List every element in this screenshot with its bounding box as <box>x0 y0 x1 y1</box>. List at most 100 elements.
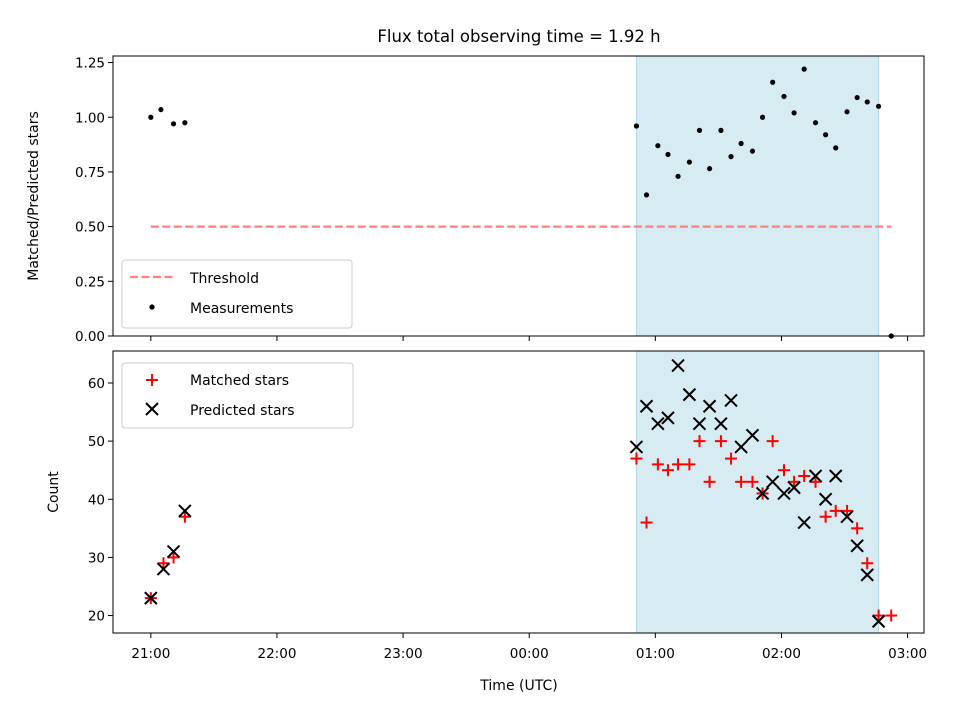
measurement-point <box>718 127 724 133</box>
count-x-ticks: 21:00 22:00 23:00 00:00 01:00 02:00 03:00 <box>131 633 927 662</box>
predicted-star-point <box>829 469 843 483</box>
measurement-point <box>170 121 177 127</box>
observing-window-shade-top <box>636 56 879 336</box>
y-tick-label: 40 <box>88 492 105 508</box>
x-tick-label: 00:00 <box>510 646 549 662</box>
matched-star-point <box>766 435 779 448</box>
predicted-star-point <box>787 480 801 495</box>
x-tick-label: 03:00 <box>888 646 927 662</box>
x-tick-label: 02:00 <box>762 646 801 662</box>
matched-star-point <box>872 609 885 622</box>
predicted-star-point <box>629 440 644 454</box>
y-tick-label: 0.00 <box>75 329 105 345</box>
observing-window-edge-left-top <box>635 56 637 336</box>
predicted-star-point <box>818 492 833 506</box>
measurement-point <box>696 127 703 133</box>
matched-star-point <box>851 522 864 535</box>
count-y-axis-label: Count <box>46 471 62 513</box>
legend-predicted-swatch <box>145 402 159 416</box>
measurement-point <box>633 123 640 129</box>
ratio-y-axis-label: Matched/Predicted stars <box>26 111 42 281</box>
y-tick-label: 30 <box>88 550 105 566</box>
predicted-star-point <box>692 416 707 431</box>
measurement-point <box>148 114 154 120</box>
chart-title: Flux total observing time = 1.92 h <box>377 27 660 46</box>
measurement-point <box>854 94 860 101</box>
predicted-star-point <box>144 591 158 605</box>
measurement-point <box>706 166 713 172</box>
count-y-ticks: 20 30 40 50 60 <box>88 376 113 625</box>
measurement-point <box>875 103 882 109</box>
measurement-point <box>158 106 164 113</box>
legend-threshold-label: Threshold <box>189 271 259 287</box>
ratio-panel: 0.00 0.25 0.50 0.75 1.00 1.25 Matched/Predict… <box>26 55 925 345</box>
ratio-y-ticks: 0.00 0.25 0.50 0.75 1.00 1.25 <box>75 56 113 345</box>
x-tick-label: 01:00 <box>636 646 675 662</box>
predicted-star-point <box>777 486 791 501</box>
matched-star-points <box>144 435 898 622</box>
predicted-star-point <box>671 358 685 373</box>
x-tick-label: 23:00 <box>384 646 423 662</box>
observing-window-edge-right-top <box>878 56 880 336</box>
measurement-point <box>738 140 744 147</box>
x-axis-label: Time (UTC) <box>479 678 557 694</box>
measurement-point <box>655 143 661 149</box>
matched-star-point <box>661 464 674 477</box>
x-tick-label: 21:00 <box>131 646 170 662</box>
predicted-star-point <box>166 544 181 559</box>
measurement-point <box>749 148 756 154</box>
predicted-star-point <box>682 387 697 402</box>
predicted-star-point <box>702 399 717 413</box>
y-tick-label: 0.75 <box>75 165 105 181</box>
measurement-point <box>675 173 681 179</box>
matched-star-point <box>167 551 180 564</box>
measurement-points <box>148 66 894 339</box>
predicted-star-point <box>808 469 823 483</box>
ratio-legend: Threshold Measurements <box>121 259 353 329</box>
observing-window-edge-left-bottom <box>635 351 637 633</box>
ratio-axes-frame <box>112 55 925 337</box>
measurement-point <box>801 66 807 72</box>
observing-window-shade-bottom <box>636 351 879 633</box>
y-tick-label: 0.50 <box>75 220 105 236</box>
matched-star-point <box>714 435 727 448</box>
measurement-point <box>182 120 188 126</box>
matched-star-point <box>725 452 738 465</box>
matched-star-point <box>178 510 191 523</box>
measurement-point <box>812 120 819 126</box>
y-tick-label: 50 <box>88 434 105 450</box>
count-legend-box <box>121 362 354 429</box>
y-tick-label: 1.25 <box>75 56 105 72</box>
matched-star-point <box>630 452 643 465</box>
predicted-star-point <box>765 475 780 489</box>
legend-measurements-label: Measurements <box>190 301 293 317</box>
legend-matched-label: Matched stars <box>190 373 289 389</box>
matched-star-point <box>885 609 898 622</box>
legend-predicted-label: Predicted stars <box>190 403 295 419</box>
predicted-star-points <box>144 358 886 629</box>
ratio-legend-box <box>121 259 353 329</box>
matched-star-point <box>798 470 811 483</box>
predicted-star-point <box>840 510 854 524</box>
measurement-point <box>781 93 787 100</box>
matched-star-point <box>651 458 664 471</box>
matched-star-point <box>746 475 759 488</box>
count-legend: Matched stars Predicted stars <box>121 362 354 429</box>
matched-star-point <box>788 475 801 488</box>
predicted-star-point <box>850 539 864 553</box>
predicted-star-point <box>724 393 738 408</box>
predicted-star-point <box>661 411 675 425</box>
matched-star-point <box>809 475 822 488</box>
y-tick-label: 20 <box>88 609 105 625</box>
predicted-star-point <box>178 504 192 518</box>
measurement-point <box>643 192 650 198</box>
legend-matched-swatch <box>146 374 158 386</box>
y-tick-label: 1.00 <box>75 110 105 126</box>
matched-star-point <box>777 464 790 477</box>
predicted-star-point <box>734 440 748 454</box>
matched-star-point <box>693 435 706 448</box>
measurement-point <box>728 154 734 160</box>
matched-star-point <box>672 458 685 471</box>
measurement-point <box>759 114 766 120</box>
